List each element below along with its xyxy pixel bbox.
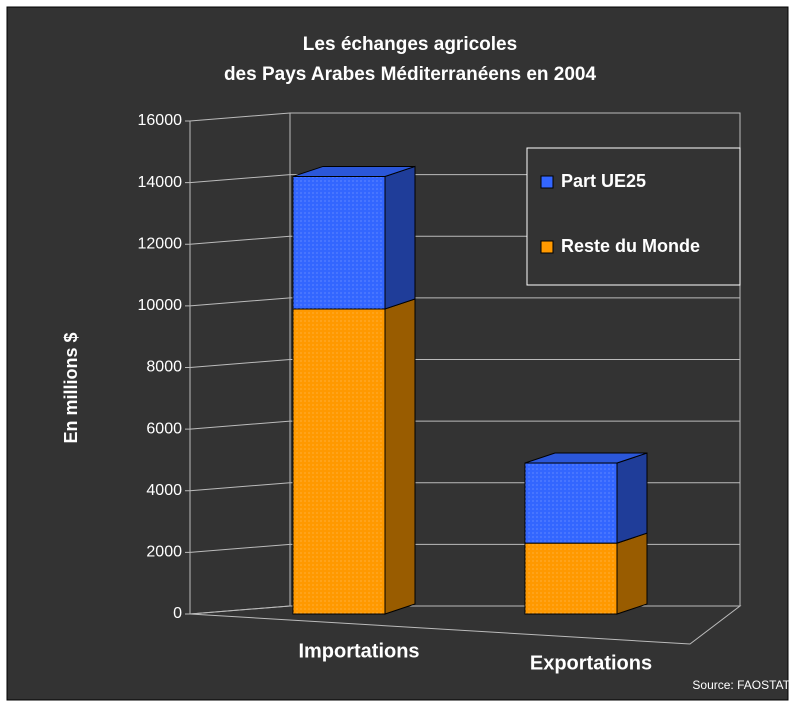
grid-line	[189, 297, 740, 307]
grid-line	[189, 420, 740, 430]
y-axis-label: En millions $	[61, 332, 81, 443]
x-tick-label: Importations	[298, 640, 419, 662]
legend-label: Reste du Monde	[561, 236, 700, 256]
legend-swatch	[540, 240, 554, 254]
source: Source: FAOSTAT	[692, 678, 790, 692]
y-tick-label: 0	[173, 605, 182, 622]
legend-swatch	[540, 175, 554, 189]
bar-top	[524, 452, 648, 464]
grid-line	[189, 359, 740, 368]
bar-side	[384, 298, 416, 615]
bar-top	[292, 165, 416, 177]
y-tick-label: 10000	[138, 297, 183, 314]
bar-side	[616, 452, 648, 544]
y-tick-label: 8000	[146, 359, 182, 376]
y-tick-label: 4000	[146, 482, 182, 499]
y-tick-label: 14000	[138, 174, 183, 191]
plot: 0 2000 4000 6000 8000 10000 12000 14000 16000 Imp…	[138, 112, 742, 674]
bar-texture	[293, 176, 385, 309]
legend	[526, 147, 741, 286]
y-tick-label: 6000	[146, 420, 182, 437]
chart-title: Les échanges agricoles	[303, 34, 517, 55]
bar-texture	[293, 308, 385, 614]
chart-title: des Pays Arabes Méditerranéens en 2004	[224, 64, 597, 85]
x-tick-label: Exportations	[530, 652, 652, 674]
y-tick-label: 2000	[146, 544, 182, 561]
y-tick-label: 16000	[138, 112, 183, 129]
y-tick-label: 12000	[138, 235, 183, 252]
bar-texture	[525, 543, 617, 614]
bar-side	[616, 532, 648, 615]
legend-label: Part UE25	[561, 171, 646, 191]
bar-side	[384, 165, 416, 310]
grid-line	[189, 112, 740, 122]
bar-texture	[525, 463, 617, 544]
